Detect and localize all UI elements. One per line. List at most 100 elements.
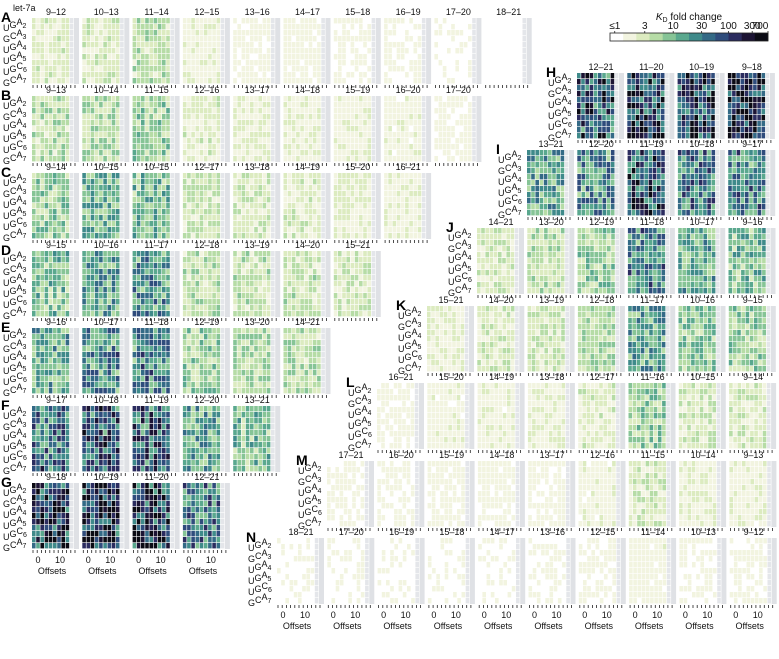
heatmap-cell [258, 24, 262, 30]
heatmap-cell [203, 42, 208, 48]
heatmap-cell [342, 299, 346, 305]
heatmap-cell [199, 150, 204, 156]
heatmap-cell [182, 42, 187, 48]
heatmap-cell [400, 203, 405, 209]
heatmap-cell [132, 120, 137, 126]
heatmap-cell [484, 36, 489, 42]
heatmap-cell [245, 203, 250, 209]
heatmap-cell [86, 269, 91, 275]
column-label: 11–14 [144, 7, 168, 17]
heatmap-cell [254, 132, 258, 138]
panel-letter-b: B [1, 87, 11, 103]
heatmap-cell [136, 364, 141, 370]
heatmap-cell [463, 144, 468, 150]
heatmap-cell [493, 78, 497, 84]
heatmap-cell [338, 251, 342, 257]
heatmap-cell [237, 126, 241, 132]
heatmap-cell [317, 203, 321, 209]
heatmap-cell [103, 311, 107, 317]
heatmap-cell [111, 150, 116, 156]
heatmap-cell [501, 54, 506, 60]
heatmap-cell [99, 96, 103, 102]
heatmap-cell [136, 334, 141, 340]
heatmap-cell [384, 114, 388, 120]
heatmap-cell [338, 209, 342, 215]
heatmap-cell [141, 293, 145, 299]
heatmap-cell [141, 185, 145, 191]
heatmap-cell [86, 179, 91, 185]
heatmap-cell [434, 78, 438, 84]
heatmap-cell [216, 352, 221, 358]
heatmap-cell [342, 227, 346, 233]
heatmap-cell [162, 60, 166, 66]
heatmap-cell [308, 203, 313, 209]
heatmap-cell [170, 221, 174, 227]
heatmap-cell [287, 108, 292, 114]
heatmap-cell [447, 102, 451, 108]
heatmap-cell [32, 275, 36, 281]
heatmap-cell [103, 275, 107, 281]
heatmap-cell [333, 269, 338, 275]
heatmap-cell [409, 36, 413, 42]
heatmap-cell [111, 54, 116, 60]
heatmap-cell [250, 156, 254, 162]
heatmap-cell [90, 269, 95, 275]
heatmap-cell [199, 257, 204, 263]
heatmap-cell [57, 18, 61, 24]
heatmap-cell [283, 328, 288, 334]
heatmap-cell [291, 30, 296, 36]
heatmap-cell [287, 287, 292, 293]
heatmap-cell [455, 66, 459, 72]
heatmap-cell [304, 334, 309, 340]
heatmap-cell [296, 305, 300, 311]
heatmap-cell [57, 364, 61, 370]
heatmap-cell [103, 144, 107, 150]
heatmap-cell [384, 132, 388, 138]
heatmap-cell [115, 376, 120, 382]
heatmap-cell [371, 138, 376, 144]
heatmap-cell [65, 54, 70, 60]
heatmap-cell [44, 36, 49, 42]
heatmap-cell [350, 144, 355, 150]
heatmap-cell [442, 24, 447, 30]
heatmap-cell [241, 54, 246, 60]
heatmap-cell [69, 179, 74, 185]
heatmap-cell [136, 287, 141, 293]
heatmap-cell [317, 144, 321, 150]
heatmap-cell [354, 251, 359, 257]
heatmap-cell [300, 179, 304, 185]
heatmap-cell [321, 293, 325, 299]
heatmap-cell [107, 126, 112, 132]
heatmap-cell [44, 269, 49, 275]
heatmap-cell [505, 72, 510, 78]
heatmap-cell [94, 388, 99, 394]
heatmap-cell [392, 114, 397, 120]
padding-strip [375, 96, 381, 162]
heatmap-cell [136, 48, 141, 54]
heatmap-cell [162, 114, 166, 120]
heatmap-cell [346, 173, 350, 179]
heatmap-cell [153, 156, 158, 162]
heatmap-cell [438, 126, 443, 132]
heatmap-cell [312, 108, 317, 114]
heatmap-cell [115, 221, 120, 227]
heatmap-cell [241, 275, 246, 281]
heatmap-cell [203, 191, 208, 197]
heatmap-cell [237, 120, 241, 126]
heatmap-cell [166, 203, 170, 209]
heatmap-cell [321, 251, 325, 257]
heatmap-cell [421, 203, 426, 209]
heatmap-cell [166, 78, 170, 84]
heatmap-cell [338, 42, 342, 48]
heatmap-cell [266, 126, 271, 132]
heatmap-cell [82, 66, 86, 72]
row-label: UGC6 [3, 139, 27, 155]
heatmap-cell [208, 156, 212, 162]
heatmap-cell [203, 382, 208, 388]
heatmap-cell [132, 287, 137, 293]
heatmap-cell [342, 24, 346, 30]
padding-strip [426, 173, 432, 239]
heatmap-cell [99, 215, 103, 221]
heatmap-cell [417, 203, 422, 209]
heatmap-cell [346, 287, 350, 293]
